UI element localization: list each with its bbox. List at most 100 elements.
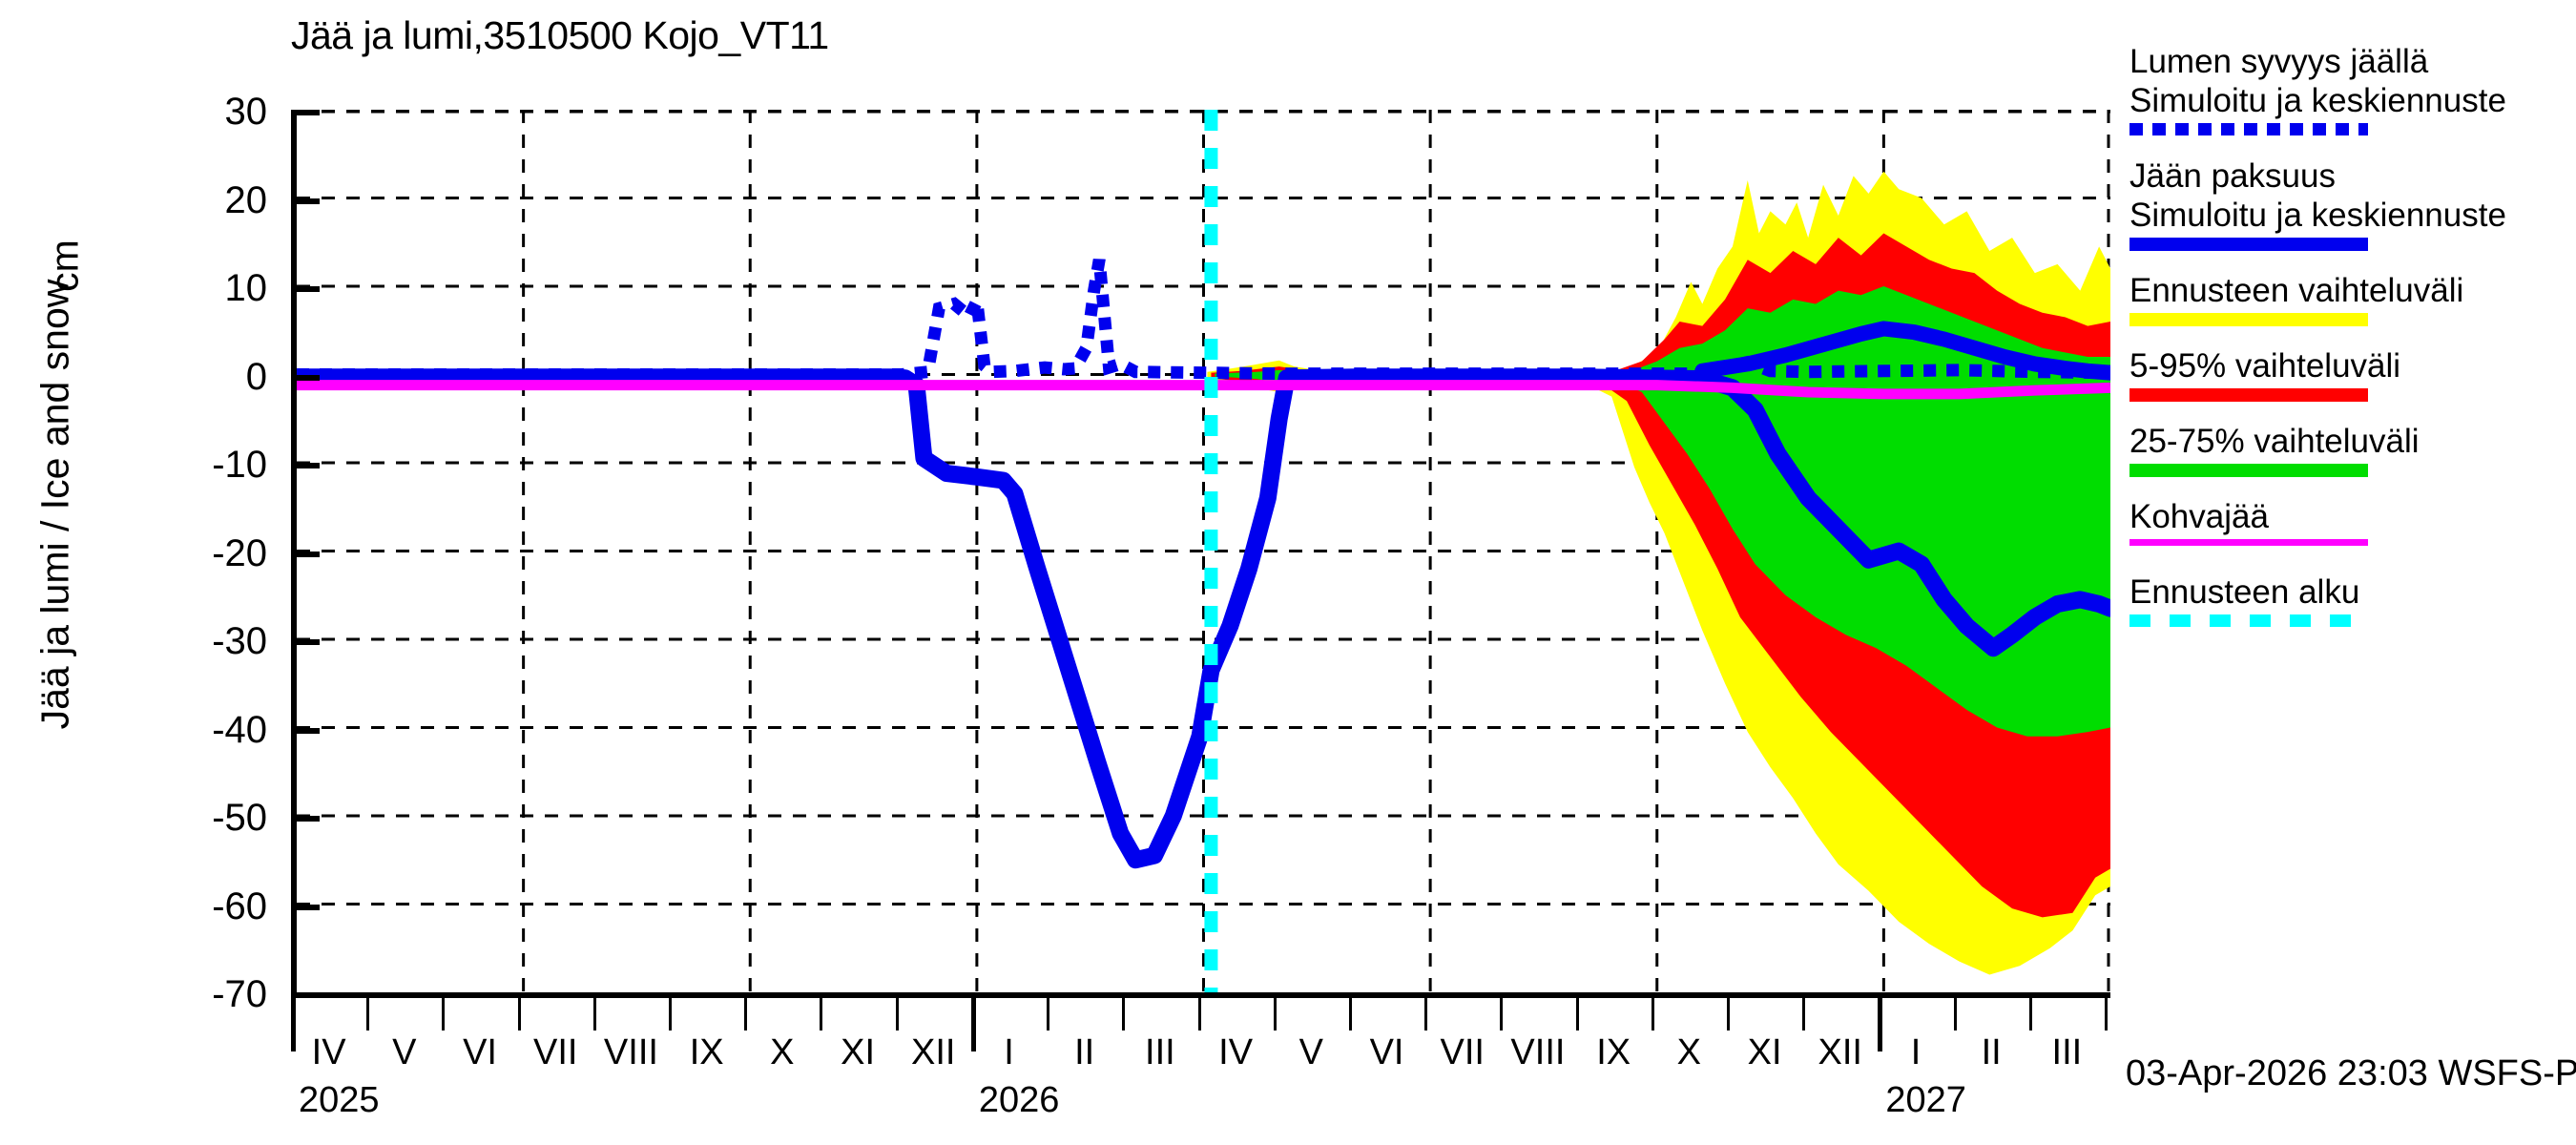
y-tick-mark [291, 286, 320, 292]
y-tick-mark [291, 110, 320, 115]
legend-label: 5-95% vaihteluväli [2129, 346, 2576, 385]
x-tick-mark [669, 998, 672, 1030]
x-tick-label: VI [1370, 1032, 1404, 1073]
y-tick-label: -70 [212, 975, 267, 1013]
plot-inner [297, 110, 2110, 992]
legend-label: Ennusteen alku [2129, 572, 2576, 612]
y-tick-mark [291, 728, 320, 734]
x-tick-mark [2029, 998, 2032, 1030]
y-tick-mark [291, 816, 320, 822]
y-tick-label: 30 [225, 93, 268, 131]
x-axis: IV2025VVIVIIVIIIIXXXIXIII2026IIIIIIVVVIV… [291, 998, 2110, 1113]
x-tick-label: X [770, 1032, 794, 1073]
x-tick-mark [1802, 998, 1805, 1030]
y-tick-label: 10 [225, 269, 268, 307]
x-tick-label: V [1299, 1032, 1323, 1073]
legend-swatch [2129, 464, 2368, 477]
x-tick-label: XII [1818, 1032, 1862, 1073]
y-tick-label: -10 [212, 446, 267, 484]
x-tick-mark [1652, 998, 1654, 1030]
legend-label: Jään paksuus [2129, 156, 2576, 196]
x-year-label: 2026 [979, 1080, 1060, 1121]
x-tick-label: III [2052, 1032, 2083, 1073]
x-tick-mark [1727, 998, 1730, 1030]
x-tick-label: V [392, 1032, 416, 1073]
legend-swatch [2129, 539, 2368, 546]
x-tick-label: VII [1440, 1032, 1484, 1073]
x-tick-label: XI [841, 1032, 875, 1073]
y-tick-mark [291, 463, 320, 468]
legend-range-5-95[interactable]: 5-95% vaihteluväli [2129, 346, 2576, 402]
legend-sublabel: Simuloitu ja keskiennuste [2129, 81, 2576, 120]
y-tick-mark [291, 198, 320, 204]
x-tick-label: IV [1218, 1032, 1253, 1073]
x-tick-mark [593, 998, 596, 1030]
x-tick-mark [1198, 998, 1201, 1030]
x-tick-mark [1576, 998, 1579, 1030]
x-tick-mark [820, 998, 822, 1030]
x-year-label: 2027 [1885, 1080, 1966, 1121]
x-tick-mark [518, 998, 521, 1030]
x-tick-mark [1122, 998, 1125, 1030]
x-tick-mark [366, 998, 369, 1030]
x-tick-mark [1954, 998, 1957, 1030]
x-tick-label: II [1982, 1032, 2002, 1073]
legend-ice-thickness[interactable]: Jään paksuusSimuloitu ja keskiennuste [2129, 156, 2576, 251]
legend-sublabel: Simuloitu ja keskiennuste [2129, 196, 2576, 235]
x-tick-label: X [1677, 1032, 1701, 1073]
footer-timestamp: 03-Apr-2026 23:03 WSFS-P [2126, 1053, 2576, 1094]
plot-svg [297, 110, 2110, 992]
x-tick-mark [442, 998, 445, 1030]
x-tick-mark [971, 998, 976, 1051]
legend-swatch [2129, 123, 2368, 135]
y-tick-mark [291, 552, 320, 557]
y-tick-label: -50 [212, 799, 267, 837]
y-tick-label: 20 [225, 181, 268, 219]
legend-forecast-range[interactable]: Ennusteen vaihteluväli [2129, 271, 2576, 326]
legend-label: 25-75% vaihteluväli [2129, 422, 2576, 461]
y-tick-mark [291, 375, 320, 381]
x-tick-label: XII [911, 1032, 955, 1073]
x-tick-mark [1878, 998, 1882, 1051]
x-tick-label: IV [312, 1032, 346, 1073]
x-tick-mark [1500, 998, 1503, 1030]
x-tick-mark [1424, 998, 1427, 1030]
x-tick-mark [1349, 998, 1352, 1030]
x-tick-label: III [1145, 1032, 1175, 1073]
legend-label: Kohvajää [2129, 497, 2576, 536]
x-tick-mark [744, 998, 747, 1030]
legend-swatch [2129, 388, 2368, 402]
x-tick-label: VII [533, 1032, 577, 1073]
x-tick-mark [1274, 998, 1277, 1030]
x-tick-label: I [1004, 1032, 1014, 1073]
legend-kohvajaa[interactable]: Kohvajää [2129, 497, 2576, 546]
legend-swatch [2129, 238, 2368, 251]
y-tick-mark [291, 639, 320, 645]
y-axis-unit-label: cm [43, 190, 88, 343]
legend-forecast-start[interactable]: Ennusteen alku [2129, 572, 2576, 627]
x-tick-label: IX [690, 1032, 724, 1073]
y-axis-tick-labels: 3020100-10-20-30-40-50-60-70 [114, 110, 267, 998]
x-tick-label: II [1074, 1032, 1094, 1073]
x-year-label: 2025 [299, 1080, 380, 1121]
forecast-bands [1207, 172, 2110, 975]
x-tick-label: VIII [1510, 1032, 1565, 1073]
legend-snow-depth[interactable]: Lumen syvyys jäälläSimuloitu ja keskienn… [2129, 42, 2576, 135]
legend-label: Lumen syvyys jäällä [2129, 42, 2576, 81]
y-tick-label: -20 [212, 534, 267, 572]
chart-page: Jää ja lumi,3510500 Kojo_VT11 Jää ja lum… [0, 0, 2576, 1145]
y-tick-label: -30 [212, 622, 267, 660]
x-tick-label: XI [1748, 1032, 1782, 1073]
page-title: Jää ja lumi,3510500 Kojo_VT11 [291, 13, 1436, 58]
x-tick-label: I [1911, 1032, 1922, 1073]
y-tick-mark [291, 905, 320, 910]
x-tick-mark [1047, 998, 1049, 1030]
legend-range-25-75[interactable]: 25-75% vaihteluväli [2129, 422, 2576, 477]
x-tick-label: VIII [604, 1032, 658, 1073]
x-tick-mark [291, 998, 296, 1051]
legend-swatch [2129, 614, 2368, 627]
y-tick-label: -60 [212, 887, 267, 926]
legend-swatch [2129, 313, 2368, 326]
y-tick-label: 0 [246, 358, 267, 396]
plot-area [291, 110, 2110, 998]
